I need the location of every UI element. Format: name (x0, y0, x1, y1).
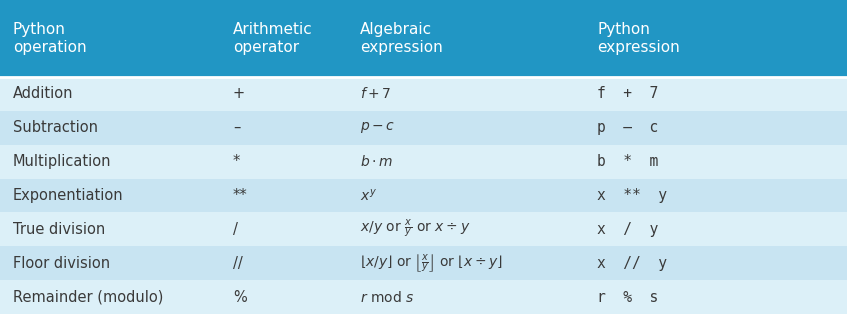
Text: //: // (233, 256, 243, 271)
Text: Multiplication: Multiplication (13, 154, 111, 169)
Text: f  +  7: f + 7 (597, 86, 658, 101)
Text: $r$ mod $s$: $r$ mod $s$ (360, 290, 414, 305)
Text: r  %  s: r % s (597, 290, 658, 305)
Text: $\lfloor x/y \rfloor$ or $\left\lfloor \frac{x}{y} \right\rfloor$ or $\lfloor x\: $\lfloor x/y \rfloor$ or $\left\lfloor \… (360, 252, 503, 274)
Text: $p-c$: $p-c$ (360, 120, 396, 135)
Text: +: + (233, 86, 245, 101)
Bar (0, 246, 847, 280)
Text: True division: True division (13, 222, 105, 237)
Text: Algebraic
expression: Algebraic expression (360, 22, 443, 55)
Bar (0, 145, 847, 179)
Text: $b \cdot m$: $b \cdot m$ (360, 154, 393, 169)
Bar (0, 0, 847, 77)
Text: $f+7$: $f+7$ (360, 86, 391, 101)
Text: –: – (233, 120, 241, 135)
Text: p  –  c: p – c (597, 120, 658, 135)
Text: /: / (233, 222, 238, 237)
Text: Python
expression: Python expression (597, 22, 680, 55)
Bar (0, 212, 847, 246)
Text: x  /  y: x / y (597, 222, 658, 237)
Text: $x/y$ or $\frac{x}{y}$ or $x\div y$: $x/y$ or $\frac{x}{y}$ or $x\div y$ (360, 218, 471, 241)
Bar (0, 179, 847, 212)
Text: Remainder (modulo): Remainder (modulo) (13, 290, 163, 305)
Text: x  //  y: x // y (597, 256, 667, 271)
Text: Floor division: Floor division (13, 256, 110, 271)
Text: Python
operation: Python operation (13, 22, 86, 55)
Text: Addition: Addition (13, 86, 73, 101)
Bar (0, 77, 847, 111)
Text: $x^y$: $x^y$ (360, 187, 377, 203)
Text: **: ** (233, 188, 247, 203)
Text: Exponentiation: Exponentiation (13, 188, 124, 203)
Text: x  **  y: x ** y (597, 188, 667, 203)
Text: *: * (233, 154, 241, 169)
Text: Subtraction: Subtraction (13, 120, 97, 135)
Bar (0, 111, 847, 145)
Text: %: % (233, 290, 246, 305)
Bar (0, 280, 847, 314)
Text: Arithmetic
operator: Arithmetic operator (233, 22, 313, 55)
Text: b  *  m: b * m (597, 154, 658, 169)
